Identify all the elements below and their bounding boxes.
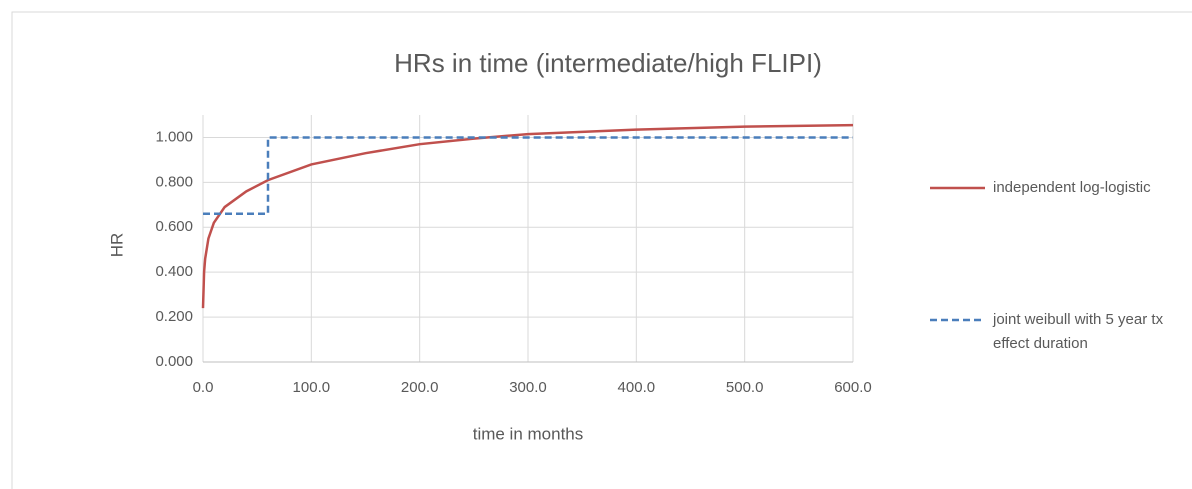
chart-border: [11, 11, 1192, 489]
legend-label: joint weibull with 5 year tx effect dura…: [993, 311, 1164, 352]
y-tick-label: 0.800: [155, 173, 193, 190]
series-line: [203, 136, 853, 216]
series-line: [201, 123, 854, 309]
y-tick-label: 0.200: [155, 308, 193, 325]
x-tick-label: 300.0: [509, 379, 547, 396]
y-tick-label: 0.400: [155, 263, 193, 280]
x-axis-label: time in months: [473, 424, 584, 443]
y-axis-label: HR: [107, 233, 126, 258]
y-tick-label: 0.000: [155, 353, 193, 370]
x-tick-label: 400.0: [618, 379, 656, 396]
y-tick-label: 0.600: [155, 218, 193, 235]
x-tick-label: 100.0: [293, 379, 331, 396]
legend-label: independent log-logistic: [993, 179, 1151, 196]
x-tick-label: 200.0: [401, 379, 439, 396]
x-tick-label: 600.0: [834, 379, 872, 396]
y-tick-label: 1.000: [155, 128, 193, 145]
x-tick-label: 0.0: [193, 379, 214, 396]
x-tick-label: 500.0: [726, 379, 764, 396]
chart-title: HRs in time (intermediate/high FLIPI): [394, 48, 822, 78]
